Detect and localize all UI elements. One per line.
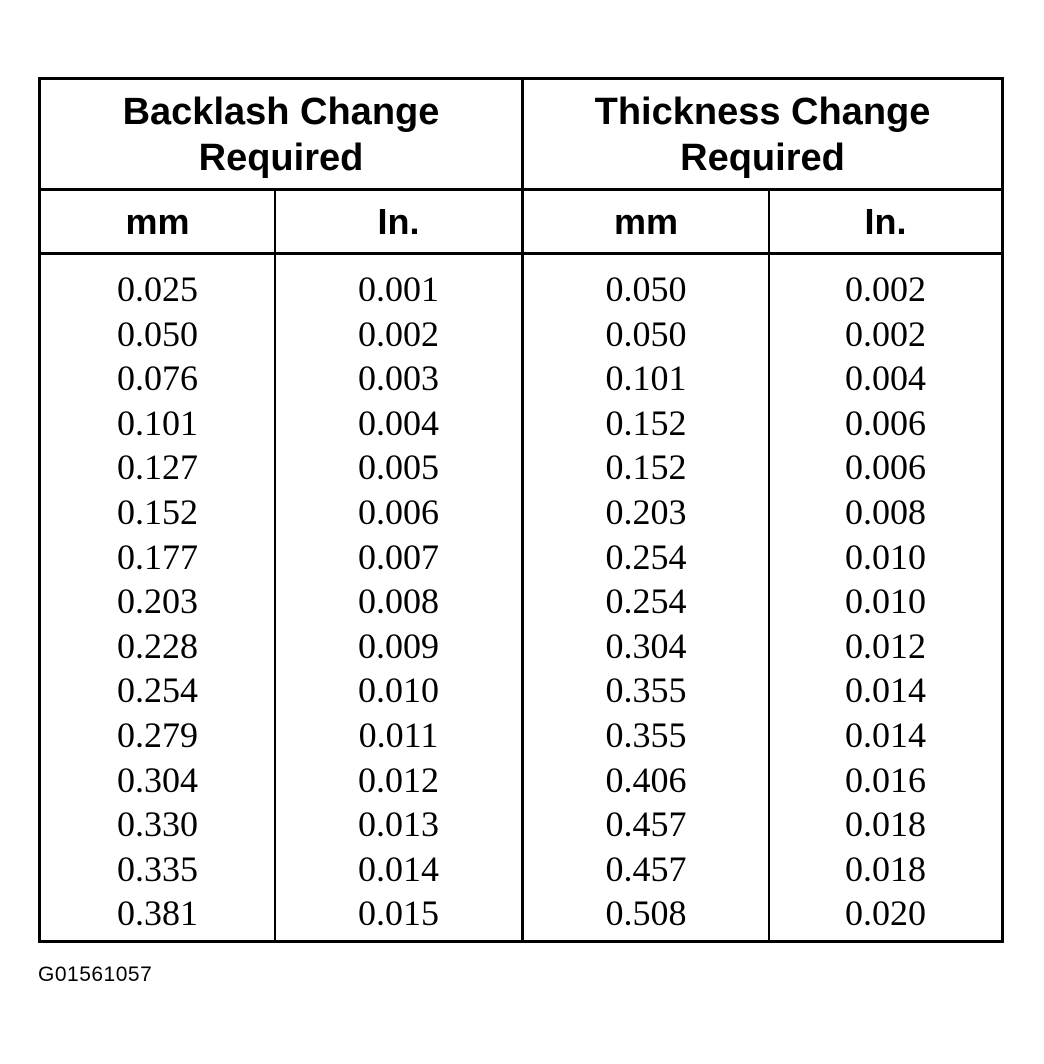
table-cell: 0.016 [845, 759, 926, 800]
header-thickness-in: In. [864, 201, 907, 242]
table-cell: 0.014 [358, 848, 439, 889]
table-cell: 0.127 [117, 447, 198, 488]
table-cell: 0.457 [605, 804, 687, 845]
table-cell: 0.152 [117, 491, 198, 532]
table-cell: 0.011 [358, 714, 439, 755]
table-cell: 0.177 [117, 536, 198, 577]
table-cell: 0.005 [358, 447, 439, 488]
backlash-thickness-table: Backlash Change Required Thickness Chang… [38, 77, 1004, 943]
column-thickness-in: 0.002 0.002 0.004 0.006 0.006 0.008 0.010 0.010… [770, 267, 1001, 936]
table-cell: 0.330 [117, 804, 198, 845]
table-cell: 0.002 [845, 269, 926, 309]
table-cell: 0.101 [117, 402, 198, 443]
table-cell: 0.015 [358, 893, 439, 934]
table-cell: 0.010 [358, 670, 439, 711]
table-cell: 0.304 [117, 759, 198, 800]
header-backlash-change: Backlash Change Required [122, 91, 440, 179]
header-backlash-mm: mm [125, 201, 190, 242]
table-cell: 0.014 [845, 714, 926, 755]
table-cell: 0.012 [845, 625, 926, 666]
table-cell: 0.304 [605, 625, 687, 666]
table-cell: 0.203 [117, 581, 198, 622]
figure-id: G01561057 [38, 963, 153, 986]
table-cell: 0.335 [117, 848, 198, 889]
table-cell: 0.279 [117, 714, 198, 755]
table-cell: 0.007 [358, 536, 439, 577]
table-cell: 0.010 [845, 581, 926, 622]
table-cell: 0.008 [358, 581, 439, 622]
table-cell: 0.406 [605, 759, 687, 800]
table-cell: 0.004 [358, 402, 439, 443]
column-thickness-mm: 0.050 0.050 0.101 0.152 0.152 0.203 0.254 0.254… [524, 267, 768, 936]
table-cell: 0.254 [605, 536, 687, 577]
table-cell: 0.025 [117, 269, 198, 309]
table-cell: 0.254 [117, 670, 198, 711]
table-cell: 0.152 [605, 402, 687, 443]
table-cell: 0.254 [605, 581, 687, 622]
table-cell: 0.003 [358, 358, 439, 399]
divider-unit-header [41, 252, 1001, 255]
table-cell: 0.006 [845, 447, 926, 488]
divider-thickness-units [768, 190, 770, 940]
table-cell: 0.101 [605, 358, 687, 399]
column-backlash-in: 0.001 0.002 0.003 0.004 0.005 0.006 0.007 0.008… [276, 267, 521, 936]
header-backlash-in: In. [377, 201, 420, 242]
table-cell: 0.006 [358, 491, 439, 532]
table-cell: 0.355 [605, 670, 687, 711]
header-thickness-change: Thickness Change Required [594, 91, 931, 179]
column-backlash-mm: 0.025 0.050 0.076 0.101 0.127 0.152 0.177 0.203… [41, 267, 274, 936]
table-cell: 0.012 [358, 759, 439, 800]
table-cell: 0.010 [845, 536, 926, 577]
table-cell: 0.013 [358, 804, 439, 845]
table-cell: 0.381 [117, 893, 198, 934]
divider-main-vertical [521, 80, 524, 940]
table-cell: 0.050 [117, 313, 198, 354]
table-cell: 0.018 [845, 848, 926, 889]
divider-group-header [41, 188, 1001, 191]
table-cell: 0.002 [358, 313, 439, 354]
table-cell: 0.001 [358, 269, 439, 309]
table-cell: 0.457 [605, 848, 687, 889]
divider-backlash-units [274, 190, 276, 940]
header-thickness-mm: mm [613, 201, 679, 242]
table-cell: 0.152 [605, 447, 687, 488]
table-cell: 0.020 [845, 893, 926, 934]
table-cell: 0.050 [605, 269, 687, 309]
table-cell: 0.006 [845, 402, 926, 443]
table-cell: 0.014 [845, 670, 926, 711]
table-cell: 0.076 [117, 358, 198, 399]
table-cell: 0.008 [845, 491, 926, 532]
table-cell: 0.009 [358, 625, 439, 666]
table-cell: 0.228 [117, 625, 198, 666]
table-cell: 0.050 [605, 313, 687, 354]
table-cell: 0.002 [845, 313, 926, 354]
table-cell: 0.018 [845, 804, 926, 845]
table-cell: 0.004 [845, 358, 926, 399]
table-cell: 0.203 [605, 491, 687, 532]
table-cell: 0.355 [605, 714, 687, 755]
table-cell: 0.508 [605, 893, 687, 934]
